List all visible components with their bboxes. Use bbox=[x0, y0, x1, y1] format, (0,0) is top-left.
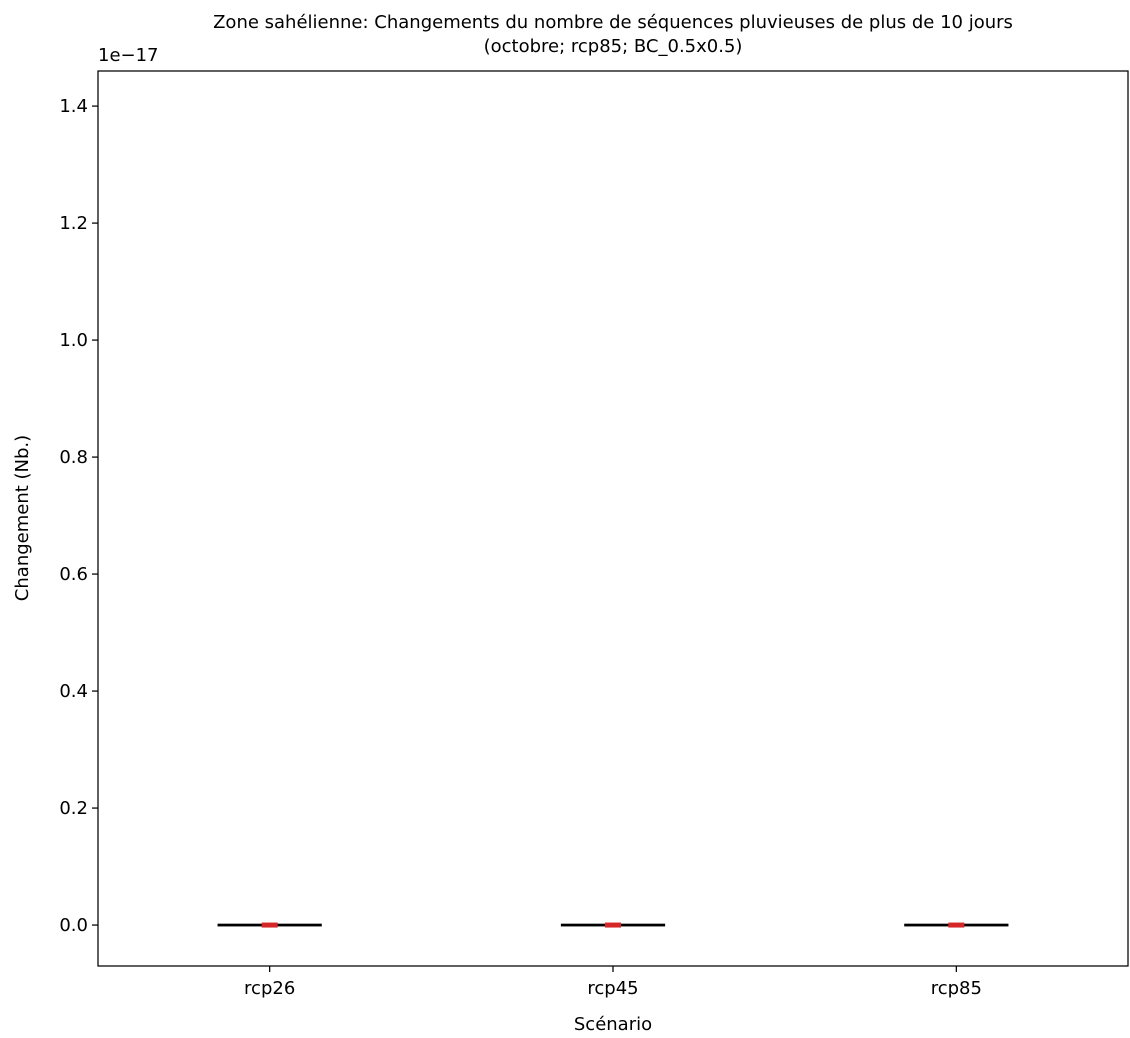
y-axis-label: Changement (Nb.) bbox=[12, 435, 33, 601]
y-tick-label: 0.8 bbox=[59, 447, 88, 468]
y-tick-label: 0.2 bbox=[59, 798, 88, 819]
box-series bbox=[217, 922, 1009, 928]
y-tick-label: 0.0 bbox=[59, 915, 88, 936]
box-rcp45 bbox=[560, 922, 666, 928]
y-offset-label: 1e−17 bbox=[98, 45, 159, 66]
y-axis: 0.0 0.2 0.4 0.6 0.8 1.0 1.2 1.4 bbox=[59, 96, 98, 936]
chart-title-line2: (octobre; rcp85; BC_0.5x0.5) bbox=[484, 36, 743, 57]
y-tick-label: 0.6 bbox=[59, 564, 88, 585]
x-axis-label: Scénario bbox=[574, 1014, 652, 1035]
box-rcp85 bbox=[904, 922, 1009, 928]
x-tick-label: rcp45 bbox=[587, 978, 638, 999]
x-axis: rcp26 rcp45 rcp85 bbox=[244, 966, 982, 999]
x-tick-label: rcp85 bbox=[931, 978, 982, 999]
y-tick-label: 1.4 bbox=[59, 96, 88, 117]
y-tick-label: 0.4 bbox=[59, 681, 88, 702]
chart-title-line1: Zone sahélienne: Changements du nombre d… bbox=[213, 12, 1013, 33]
median-marker bbox=[948, 922, 965, 928]
median-marker bbox=[261, 922, 278, 928]
x-tick-label: rcp26 bbox=[244, 978, 295, 999]
median-marker bbox=[605, 922, 621, 928]
plot-area bbox=[97, 70, 1129, 967]
box-rcp26 bbox=[217, 922, 322, 928]
y-tick-label: 1.2 bbox=[59, 213, 88, 234]
y-tick-label: 1.0 bbox=[59, 330, 88, 351]
